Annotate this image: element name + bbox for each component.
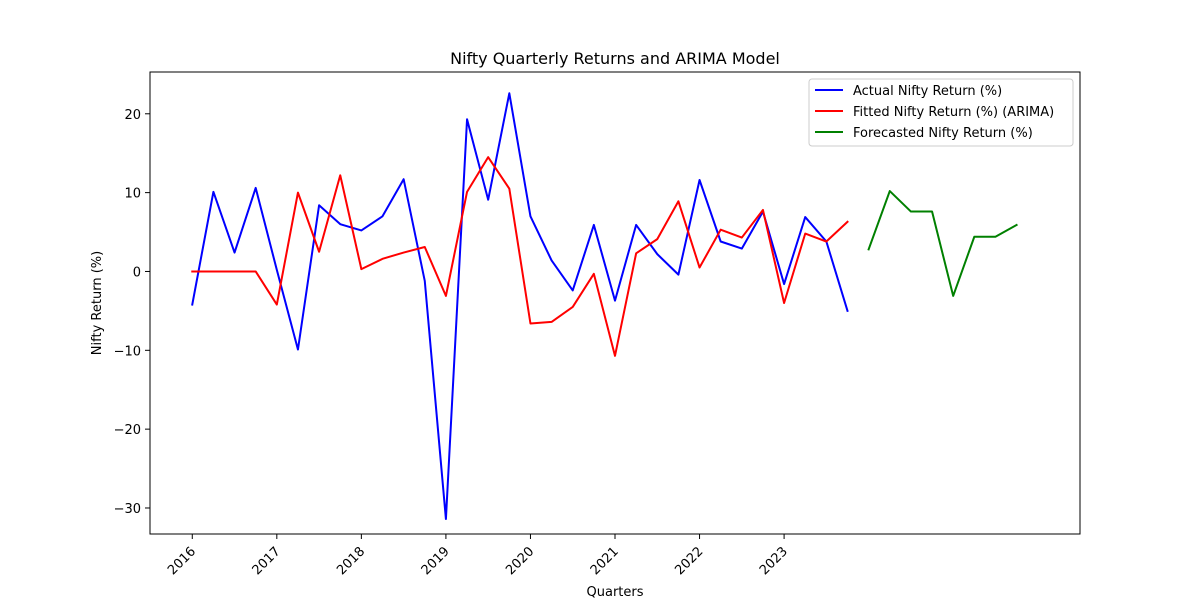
legend-box <box>808 78 1074 147</box>
legend-label-fitted: Fitted Nifty Return (%) (ARIMA) <box>853 105 1054 120</box>
series-line-0 <box>191 92 849 521</box>
y-axis: 20 10 0 −10 −20 −30 <box>114 108 150 517</box>
y-tick-label: 10 <box>124 187 141 202</box>
y-axis-title: Nifty Return (%) <box>90 251 105 355</box>
chart-title: Nifty Quarterly Returns and ARIMA Model <box>450 49 780 68</box>
legend: Actual Nifty Return (%) Fitted Nifty Ret… <box>808 78 1074 147</box>
x-axis-title: Quarters <box>587 585 644 600</box>
y-tick-label: −10 <box>114 344 141 359</box>
series-line-2 <box>867 190 1018 297</box>
series-layer <box>191 92 1018 521</box>
series-line-1 <box>191 156 849 357</box>
y-tick-label: −30 <box>114 502 141 517</box>
y-tick-label: 0 <box>133 265 141 280</box>
y-tick-label: −20 <box>114 423 141 438</box>
legend-label-forecast: Forecasted Nifty Return (%) <box>853 126 1033 141</box>
legend-label-actual: Actual Nifty Return (%) <box>853 84 1002 99</box>
y-tick-label: 20 <box>124 108 141 123</box>
